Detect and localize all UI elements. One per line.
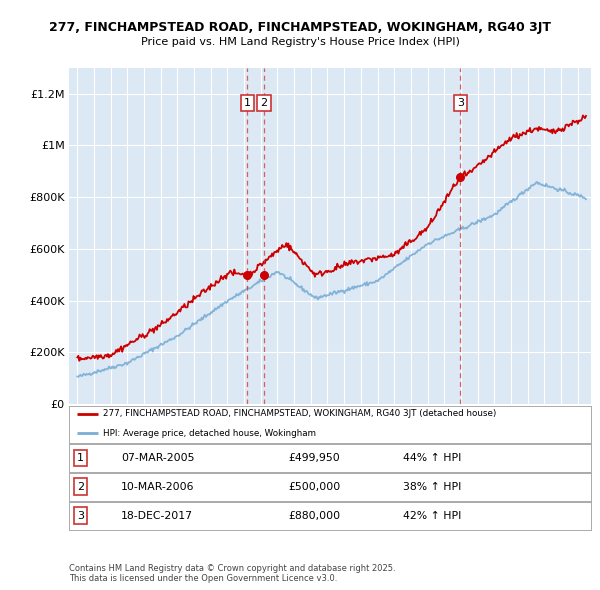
Text: 2: 2 [260, 98, 268, 108]
Text: 18-DEC-2017: 18-DEC-2017 [121, 511, 193, 520]
Text: Price paid vs. HM Land Registry's House Price Index (HPI): Price paid vs. HM Land Registry's House … [140, 37, 460, 47]
Text: 38% ↑ HPI: 38% ↑ HPI [403, 482, 461, 491]
Text: £880,000: £880,000 [288, 511, 340, 520]
Text: £499,950: £499,950 [288, 453, 340, 463]
Text: HPI: Average price, detached house, Wokingham: HPI: Average price, detached house, Woki… [103, 429, 316, 438]
Text: 277, FINCHAMPSTEAD ROAD, FINCHAMPSTEAD, WOKINGHAM, RG40 3JT (detached house): 277, FINCHAMPSTEAD ROAD, FINCHAMPSTEAD, … [103, 409, 496, 418]
Text: 3: 3 [457, 98, 464, 108]
Text: 42% ↑ HPI: 42% ↑ HPI [403, 511, 461, 520]
Text: 44% ↑ HPI: 44% ↑ HPI [403, 453, 461, 463]
Text: 2: 2 [77, 482, 84, 491]
Text: 10-MAR-2006: 10-MAR-2006 [121, 482, 194, 491]
Text: 3: 3 [77, 511, 84, 520]
Text: 277, FINCHAMPSTEAD ROAD, FINCHAMPSTEAD, WOKINGHAM, RG40 3JT: 277, FINCHAMPSTEAD ROAD, FINCHAMPSTEAD, … [49, 21, 551, 34]
Text: 1: 1 [77, 453, 84, 463]
Text: Contains HM Land Registry data © Crown copyright and database right 2025.
This d: Contains HM Land Registry data © Crown c… [69, 563, 395, 583]
Text: 07-MAR-2005: 07-MAR-2005 [121, 453, 194, 463]
Text: 1: 1 [244, 98, 251, 108]
Text: £500,000: £500,000 [288, 482, 340, 491]
